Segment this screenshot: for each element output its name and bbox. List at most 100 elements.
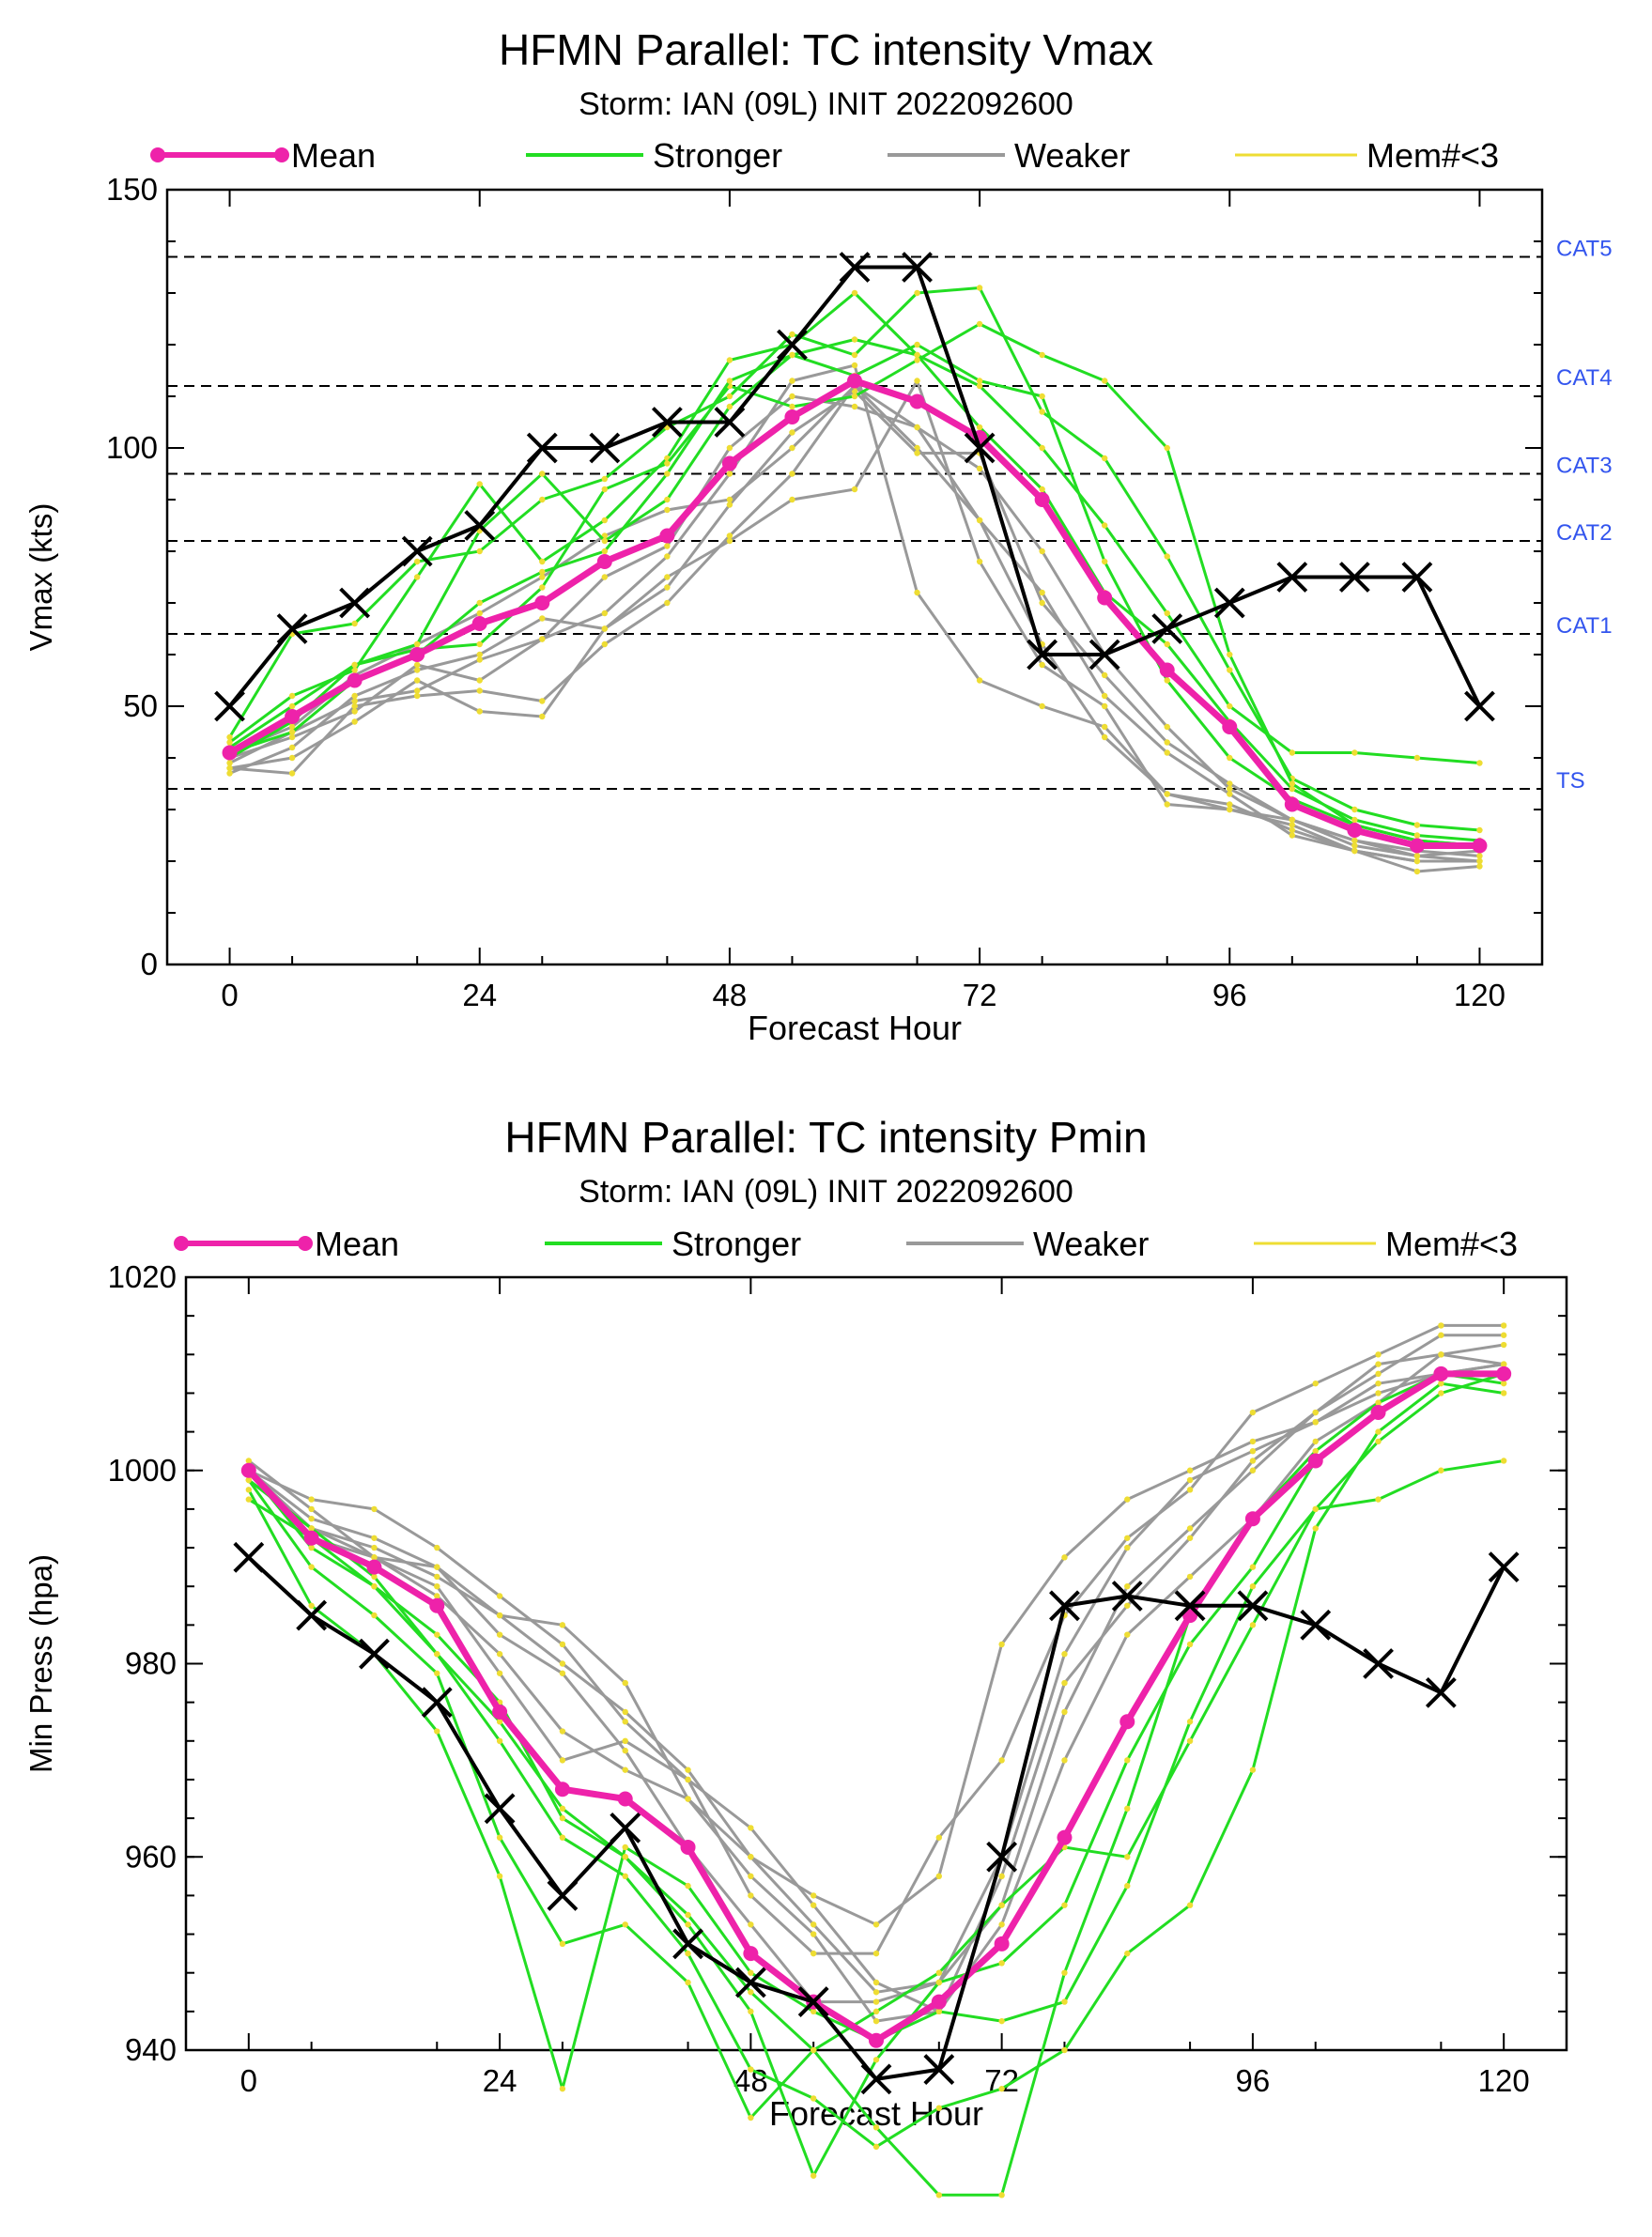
weaker-member-point (413, 692, 421, 700)
stronger-member-point (1124, 1757, 1131, 1764)
weaker-member-point (789, 496, 795, 503)
weaker-member-point (935, 1873, 943, 1880)
stronger-member-point (1351, 806, 1358, 813)
y-tick-label: 1000 (108, 1453, 177, 1488)
x-tick-label: 24 (462, 978, 497, 1012)
observed-x-marker (359, 1638, 390, 1670)
stronger-member-point (976, 320, 983, 328)
observed-x-marker (734, 1967, 766, 1998)
weaker-member-point (413, 667, 421, 673)
weaker-member-point (371, 1554, 378, 1561)
stronger-member-point (1039, 393, 1045, 400)
stronger-member-point (1039, 351, 1045, 359)
mean-point (222, 745, 238, 761)
observed-x-marker (484, 1793, 516, 1825)
stronger-member-point (371, 1573, 378, 1581)
weaker-member-point (1438, 1351, 1444, 1358)
weaker-member-point (1039, 599, 1045, 607)
chart-title: HFMN Parallel: TC intensity Pmin (504, 1113, 1148, 1162)
weaker-member-point (1186, 1573, 1194, 1581)
stronger-member-point (1351, 749, 1358, 756)
vmax-chart-panel: HFMN Parallel: TC intensity Vmax Storm: … (0, 0, 1652, 1089)
weaker-member-point (351, 698, 358, 704)
weaker-member-point (1039, 661, 1045, 669)
weaker-member-point (1164, 801, 1170, 808)
stronger-member-point (1249, 1622, 1257, 1628)
stronger-member-point (308, 1544, 315, 1551)
weaker-member-point (1186, 1525, 1194, 1532)
stronger-member-point (476, 640, 483, 648)
weaker-member-point (748, 1854, 754, 1860)
mean-point (409, 647, 425, 662)
y-tick-label: 150 (106, 172, 158, 207)
weaker-member-point (685, 1766, 691, 1773)
weaker-member-line (247, 1343, 1505, 2023)
weaker-member-point (748, 1825, 754, 1831)
stronger-member-point (1375, 1438, 1382, 1445)
stronger-member-point (685, 1979, 691, 1986)
mean-point (429, 1597, 445, 1613)
observed-x-marker (672, 1928, 703, 1960)
weaker-member-point (559, 1622, 566, 1628)
stronger-member-point (413, 640, 421, 648)
observed-x-marker (651, 407, 683, 438)
weaker-member-point (872, 1998, 880, 2005)
legend-swatch-mean (174, 1236, 313, 1251)
weaker-member-point (1413, 853, 1421, 859)
observed-x-marker (1464, 690, 1495, 722)
mean-point (680, 1839, 696, 1855)
weaker-member-point (476, 651, 483, 658)
stronger-member-point (476, 481, 483, 487)
stronger-member-line (247, 1372, 1505, 2197)
weaker-member-point (351, 708, 358, 715)
stronger-member-point (559, 1814, 566, 1822)
weaker-member-point (1413, 857, 1421, 865)
weaker-member-point (413, 661, 421, 669)
mean-line (246, 1370, 1505, 2044)
stronger-member-point (664, 496, 671, 503)
y-tick-label: 1020 (108, 1259, 177, 1294)
mean-point (1159, 662, 1175, 678)
weaker-member-point (539, 574, 546, 580)
stronger-member-point (1227, 651, 1233, 658)
mean-point (471, 616, 487, 631)
observed-x-marker (421, 1687, 453, 1719)
weaker-member-point (976, 465, 983, 472)
stronger-member-point (1061, 1969, 1068, 1976)
stronger-member-point (1124, 1805, 1131, 1813)
stronger-member-point (1227, 667, 1233, 673)
weaker-member-point (851, 362, 858, 369)
stronger-member-point (371, 1583, 378, 1590)
mean-point (1472, 838, 1488, 854)
stronger-member-point (1289, 780, 1296, 787)
stronger-member-point (976, 382, 983, 390)
stronger-member-point (226, 733, 233, 741)
weaker-member-point (1375, 1380, 1382, 1387)
weaker-member-point (1500, 1341, 1507, 1349)
category-label-cat5: CAT5 (1556, 237, 1613, 262)
observed-x-marker (214, 690, 245, 722)
weaker-member-point (1124, 1602, 1131, 1609)
stronger-member-point (476, 599, 483, 607)
weaker-member-point (851, 486, 858, 493)
stronger-member-point (1438, 1467, 1444, 1473)
stronger-member-point (601, 537, 609, 545)
stronger-member-point (622, 1873, 628, 1880)
weaker-member-point (559, 1757, 566, 1764)
mean-point (1347, 823, 1363, 838)
weaker-member-point (1289, 826, 1296, 834)
legend-label-mean: Mean (315, 1225, 400, 1263)
weaker-member-point (1289, 816, 1296, 824)
stronger-member-point (1039, 486, 1045, 493)
stronger-member-line (247, 1372, 1505, 2178)
stronger-member-point (434, 1670, 440, 1676)
weaker-member-point (288, 733, 296, 741)
weaker-member-point (622, 1747, 628, 1754)
weaker-member-point (496, 1670, 503, 1676)
weaker-member-point (1500, 1332, 1507, 1338)
stronger-member-point (308, 1525, 315, 1532)
stronger-member-point (914, 351, 920, 359)
weaker-member-point (1039, 702, 1045, 710)
weaker-member-point (559, 1641, 566, 1648)
weaker-member-point (496, 1631, 503, 1638)
